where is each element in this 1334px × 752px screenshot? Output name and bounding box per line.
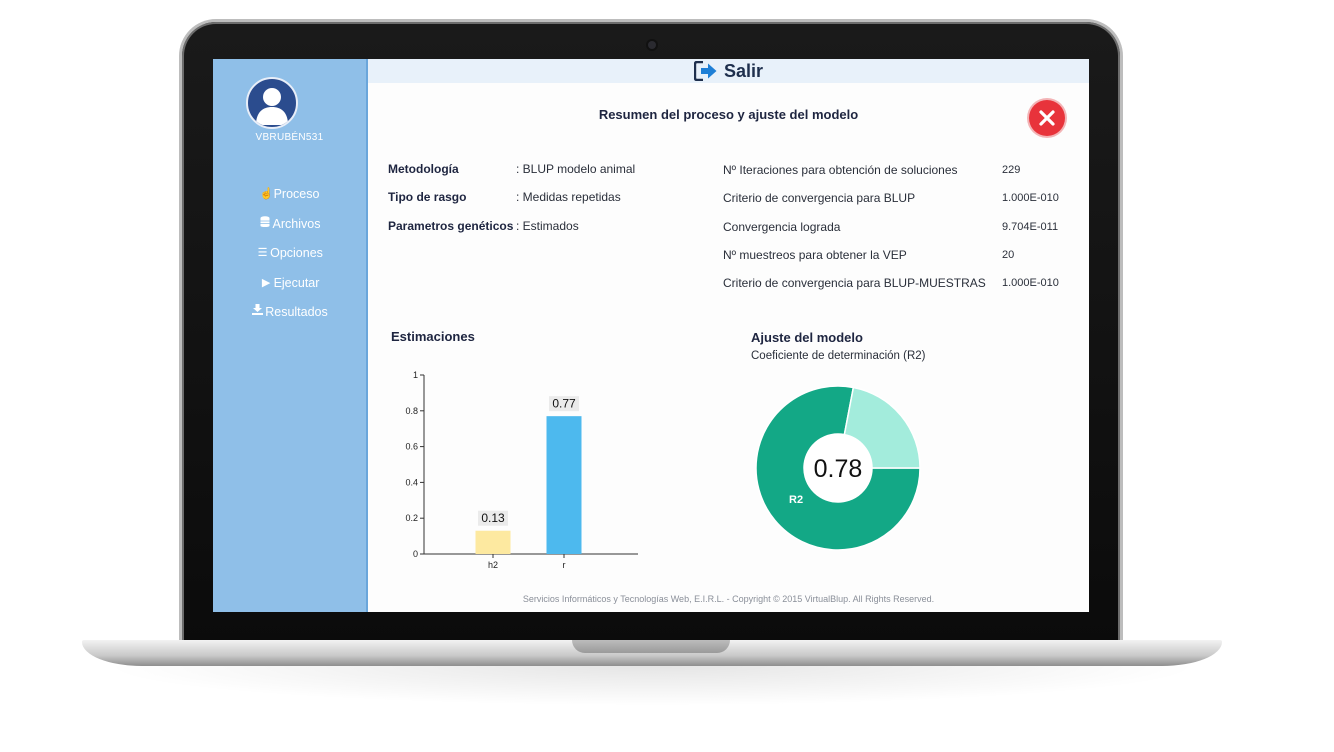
summary-value: 9.704E-011 [1002, 220, 1059, 233]
app-screen: VBRUBÉN531 ☝ Proceso Archivos ☰ Opciones… [213, 59, 1089, 612]
laptop-shadow [100, 666, 1204, 706]
estimations-bar-chart: 0 0.2 0.4 0.6 0.8 1 h2 0.13 r 0.77 [405, 370, 638, 570]
summary-value: 1.000E-010 [1002, 277, 1059, 290]
avatar[interactable] [246, 77, 298, 129]
page-title: Resumen del proceso y ajuste del modelo [598, 107, 859, 122]
sidebar-item-label: Ejecutar [273, 275, 320, 290]
summary-row: Nº Iteraciones para obtención de solucio… [723, 163, 1059, 191]
sign-out-icon [693, 61, 717, 81]
username: VBRUBÉN531 [255, 132, 324, 143]
y-tick-label: 0.2 [405, 513, 418, 523]
data-label: 0.13 [481, 511, 505, 525]
fit-subtitle: Coeficiente de determinación (R2) [751, 350, 926, 362]
summary-left: Metodología : BLUP modelo animal Tipo de… [388, 162, 635, 247]
summary-label: Convergencia lograda [723, 219, 841, 234]
summary-row: Metodología : BLUP modelo animal [388, 162, 635, 190]
sidebar-item-opciones[interactable]: ☰ Opciones [213, 245, 366, 275]
footer: Servicios Informáticos y Tecnologías Web… [522, 594, 935, 604]
x-tick-label: h2 [488, 560, 498, 570]
summary-value: 20 [1002, 248, 1015, 261]
close-icon [1039, 110, 1055, 126]
exit-label: Salir [723, 60, 764, 81]
y-tick-label: 0.8 [405, 406, 418, 416]
summary-value: : Estimados [516, 218, 579, 233]
laptop-notch [572, 640, 730, 653]
summary-label: Nº Iteraciones para obtención de solucio… [723, 163, 958, 177]
y-tick-label: 1 [413, 370, 418, 380]
summary-label: Nº muestreos para obtener la VEP [723, 247, 907, 262]
sidebar-item-label: Opciones [270, 246, 323, 260]
summary-label: Criterio de convergencia para BLUP [723, 191, 916, 206]
data-label-bg [549, 396, 579, 412]
sidebar-item-label: Proceso [273, 187, 320, 201]
bar-r [546, 416, 582, 554]
exit-button[interactable]: Salir [693, 60, 764, 82]
bar-h2 [475, 530, 511, 554]
close-button[interactable] [1029, 100, 1065, 136]
summary-label: Tipo de rasgo [388, 190, 467, 205]
summary-value: 229 [1002, 164, 1021, 176]
data-label-bg [478, 510, 508, 526]
summary-label: Metodología [388, 162, 459, 176]
estimations-title: Estimaciones [391, 329, 475, 344]
donut-hole [804, 434, 872, 502]
sidebar-nav: ☝ Proceso Archivos ☰ Opciones ▶ Ejecutar [213, 186, 366, 334]
summary-row: Criterio de convergencia para BLUP-MUEST… [723, 276, 1059, 304]
y-tick-label: 0.4 [405, 477, 418, 487]
fit-title: Ajuste del modelo [751, 330, 863, 345]
data-label: 0.77 [552, 397, 576, 411]
sidebar-item-ejecutar[interactable]: ▶ Ejecutar [213, 275, 366, 305]
database-icon [259, 215, 272, 232]
summary-label: Criterio de convergencia para BLUP-MUEST… [723, 276, 986, 291]
donut-center-value: 0.78 [814, 455, 863, 483]
play-icon: ▶ [261, 276, 271, 289]
main-panel: Resumen del proceso y ajuste del modelo … [368, 83, 1089, 612]
y-tick-label: 0 [413, 549, 418, 559]
fit-donut-chart: R2 0.78 [755, 385, 921, 551]
summary-value: : BLUP modelo animal [516, 162, 636, 176]
summary-value: 1.000E-010 [1002, 192, 1059, 205]
list-icon: ☰ [257, 247, 268, 259]
summary-row: Tipo de rasgo : Medidas repetidas [388, 190, 635, 218]
webcam [648, 41, 656, 49]
sidebar-item-archivos[interactable]: Archivos [213, 215, 366, 246]
sidebar: VBRUBÉN531 ☝ Proceso Archivos ☰ Opciones… [213, 59, 368, 612]
user-silhouette-icon [256, 88, 288, 125]
download-icon [251, 304, 264, 320]
slice-label: R2 [789, 494, 803, 506]
hand-pointer-icon: ☝ [259, 188, 274, 200]
summary-value: : Medidas repetidas [516, 190, 621, 205]
summary-row: Nº muestreos para obtener la VEP 20 [723, 248, 1059, 276]
summary-right: Nº Iteraciones para obtención de solucio… [723, 163, 1059, 304]
x-tick-label: r [563, 560, 566, 570]
sidebar-item-proceso[interactable]: ☝ Proceso [213, 186, 366, 216]
summary-label: Parametros genéticos [388, 218, 514, 233]
summary-row: Convergencia lograda 9.704E-011 [723, 220, 1059, 248]
summary-row: Parametros genéticos : Estimados [388, 219, 635, 247]
sidebar-item-resultados[interactable]: Resultados [213, 304, 366, 334]
y-tick-label: 0.6 [405, 442, 418, 452]
sidebar-item-label: Archivos [272, 216, 321, 231]
sidebar-item-label: Resultados [265, 305, 328, 319]
top-bar: Salir [368, 59, 1089, 83]
summary-row: Criterio de convergencia para BLUP 1.000… [723, 191, 1059, 219]
